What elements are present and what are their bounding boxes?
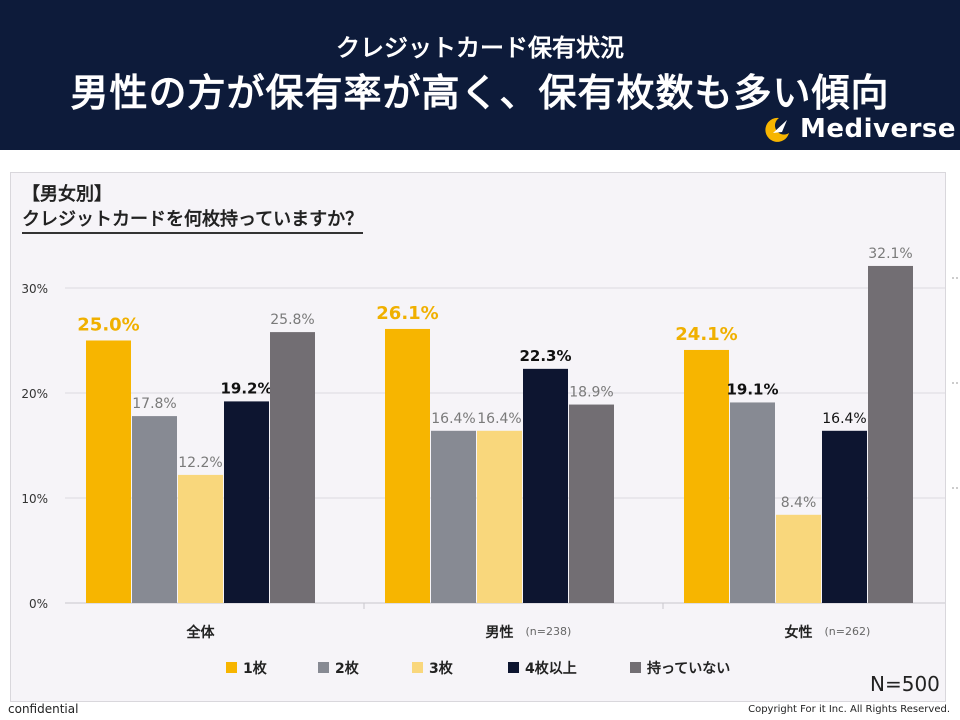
y-tick-label: 30% xyxy=(21,282,48,296)
legend-swatch xyxy=(630,662,641,673)
question-tag: 【男女別】 xyxy=(22,184,112,205)
data-label: 25.8% xyxy=(270,312,314,328)
legend-swatch xyxy=(226,662,237,673)
data-label: 22.3% xyxy=(519,347,571,365)
x-tick-label: 男性 xyxy=(486,624,514,641)
confidential-label: confidential xyxy=(8,702,79,716)
question-text: クレジットカードを何枚持っていますか？ xyxy=(22,205,364,234)
legend-label: 持っていない xyxy=(647,660,730,677)
bar xyxy=(270,332,315,603)
bar xyxy=(523,368,568,603)
legend-label: 4枚以上 xyxy=(525,660,577,677)
data-label: 32.1% xyxy=(868,246,912,262)
bar xyxy=(178,474,223,603)
copyright-text: Copyright For it Inc. All Rights Reserve… xyxy=(748,704,950,715)
bar xyxy=(822,430,867,603)
data-label: 17.8% xyxy=(132,396,176,412)
data-label: 19.1% xyxy=(726,380,778,398)
brand-logo: Mediverse xyxy=(762,112,956,146)
legend-swatch xyxy=(508,662,519,673)
bar xyxy=(569,404,614,603)
bar xyxy=(477,430,522,603)
y-tick-label: 20% xyxy=(21,387,48,401)
bar-chart: 0% 10% 20% 30% 25.0% 17.8% 12.2% 19.2% 25.8% 全体 26… xyxy=(21,246,960,677)
data-label: 19.2% xyxy=(220,379,272,397)
data-label: 26.1% xyxy=(376,303,438,324)
bar xyxy=(776,514,821,603)
legend-swatch xyxy=(318,662,329,673)
page-title: 男性の方が保有率が高く、保有枚数も多い傾向 xyxy=(70,71,890,115)
data-label: 8.4% xyxy=(781,495,817,511)
brand-name: Mediverse xyxy=(800,114,957,144)
data-label: 25.0% xyxy=(77,315,139,336)
legend-label: 2枚 xyxy=(335,660,360,677)
bar xyxy=(224,401,269,603)
x-tick-label: 全体 xyxy=(186,624,216,641)
legend-swatch xyxy=(412,662,423,673)
y-tick-label: 10% xyxy=(21,492,48,506)
bar xyxy=(868,265,913,603)
sample-size: N=500 xyxy=(870,672,940,696)
data-label: 24.1% xyxy=(675,324,737,345)
data-label: 16.4% xyxy=(822,411,866,427)
crescent-arrow-icon xyxy=(765,117,789,142)
legend-label: 3枚 xyxy=(429,660,454,677)
y-tick-label: 0% xyxy=(29,597,48,611)
bar xyxy=(132,416,177,603)
data-label: 12.2% xyxy=(178,455,222,471)
bar xyxy=(86,340,131,603)
data-label: 16.4% xyxy=(477,411,521,427)
bar xyxy=(730,402,775,603)
category-sample-note: (n=238) xyxy=(526,625,572,638)
data-label: 16.4% xyxy=(431,411,475,427)
page-subtitle: クレジットカード保有状況 xyxy=(336,34,624,62)
category-sample-note: (n=262) xyxy=(825,625,871,638)
bar xyxy=(431,430,476,603)
bar xyxy=(684,349,729,603)
data-label: 18.9% xyxy=(569,385,613,401)
header-banner: クレジットカード保有状況 男性の方が保有率が高く、保有枚数も多い傾向 Mediv… xyxy=(0,0,960,150)
legend-label: 1枚 xyxy=(243,660,268,677)
bar xyxy=(385,328,430,603)
x-tick-label: 女性 xyxy=(785,624,813,641)
